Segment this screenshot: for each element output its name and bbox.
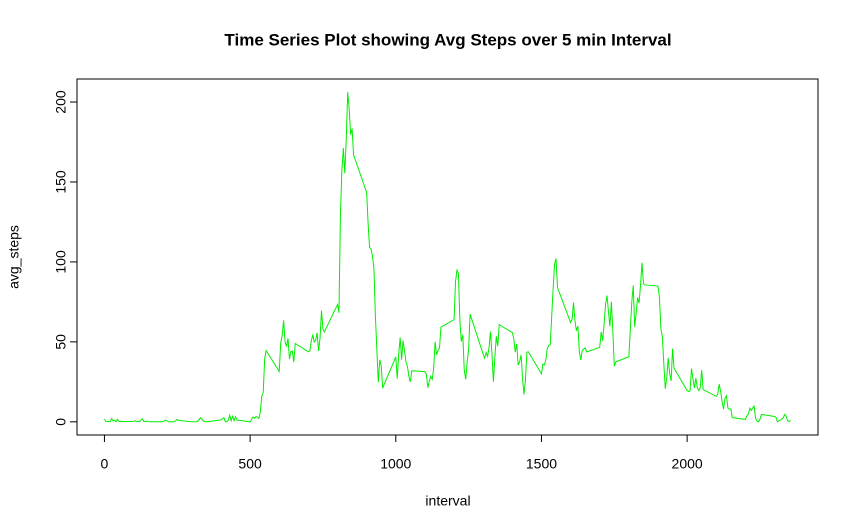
y-tick-label: 200 [53,90,69,114]
x-tick-label: 0 [101,456,109,472]
plot-box [76,78,819,436]
y-tick-label: 100 [53,250,69,274]
y-tick-label: 150 [53,170,69,194]
y-tick-label: 0 [53,418,69,426]
x-axis-label: interval [425,493,470,509]
x-tick-label: 500 [238,456,262,472]
x-tick-label: 1500 [526,456,557,472]
chart-title: Time Series Plot showing Avg Steps over … [224,30,671,49]
data-line [104,92,791,423]
y-tick-label: 50 [53,334,69,350]
y-axis-label: avg_steps [6,225,22,289]
x-tick-label: 2000 [672,456,703,472]
x-tick-label: 1000 [380,456,411,472]
